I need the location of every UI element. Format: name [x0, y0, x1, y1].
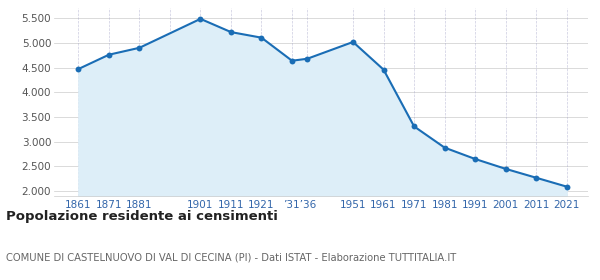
Point [348, 40, 358, 44]
Point [74, 67, 83, 71]
Point [257, 36, 266, 40]
Point [104, 52, 114, 57]
Point [196, 17, 205, 21]
Point [287, 59, 297, 63]
Point [440, 145, 449, 150]
Point [226, 30, 236, 34]
Point [409, 124, 419, 129]
Point [532, 176, 541, 180]
Point [379, 67, 388, 72]
Point [562, 185, 571, 189]
Point [302, 57, 312, 61]
Point [134, 46, 144, 50]
Point [470, 157, 480, 161]
Text: COMUNE DI CASTELNUOVO DI VAL DI CECINA (PI) - Dati ISTAT - Elaborazione TUTTITAL: COMUNE DI CASTELNUOVO DI VAL DI CECINA (… [6, 252, 456, 262]
Text: Popolazione residente ai censimenti: Popolazione residente ai censimenti [6, 210, 278, 223]
Point [501, 167, 511, 171]
